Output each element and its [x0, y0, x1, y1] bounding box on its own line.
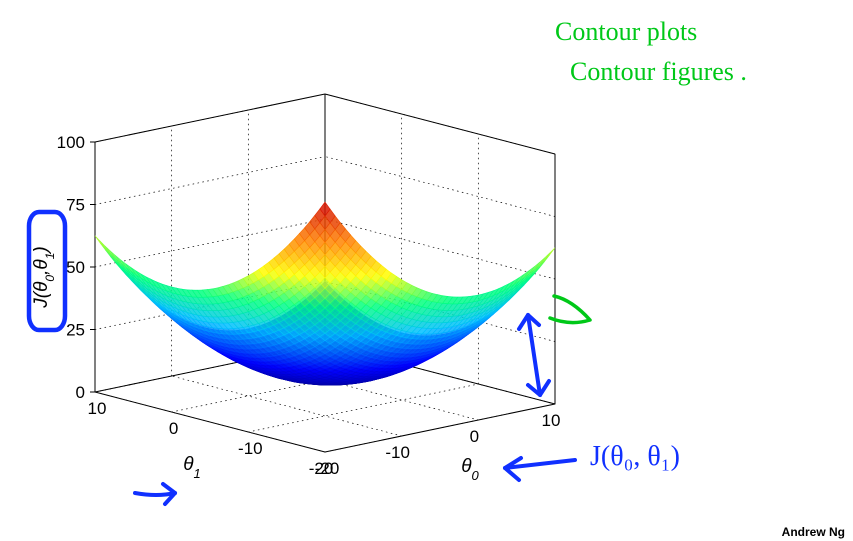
svg-text:0: 0 — [470, 427, 479, 446]
svg-text:10: 10 — [542, 411, 561, 430]
x-axis-label: θ0 — [461, 456, 479, 483]
svg-text:J(θ0,θ1): J(θ0,θ1) — [31, 246, 57, 308]
svg-text:-10: -10 — [238, 439, 263, 458]
svg-text:0: 0 — [76, 383, 85, 402]
svg-text:10: 10 — [88, 399, 107, 418]
svg-text:25: 25 — [66, 321, 85, 340]
svg-text:0: 0 — [169, 419, 178, 438]
svg-text:-20: -20 — [315, 459, 340, 478]
svg-text:100: 100 — [57, 133, 85, 152]
annotation-contour-figures: Contour figures . — [570, 57, 747, 86]
svg-text:75: 75 — [66, 196, 85, 215]
handwriting-annotations: Contour plots Contour figures . J(θ₀, θ₁) — [29, 17, 747, 504]
annotation-cost-formula: J(θ₀, θ₁) — [590, 441, 680, 472]
svg-text:50: 50 — [66, 258, 85, 277]
z-axis-label: J(θ0,θ1) — [31, 246, 57, 308]
cost-surface-mesh — [95, 202, 555, 385]
attribution: Andrew Ng — [782, 525, 845, 539]
green-arrow-mark — [550, 296, 590, 323]
svg-text:-10: -10 — [385, 443, 410, 462]
y-axis-label: θ1 — [183, 454, 201, 481]
annotation-contour-plots: Contour plots — [555, 17, 697, 46]
